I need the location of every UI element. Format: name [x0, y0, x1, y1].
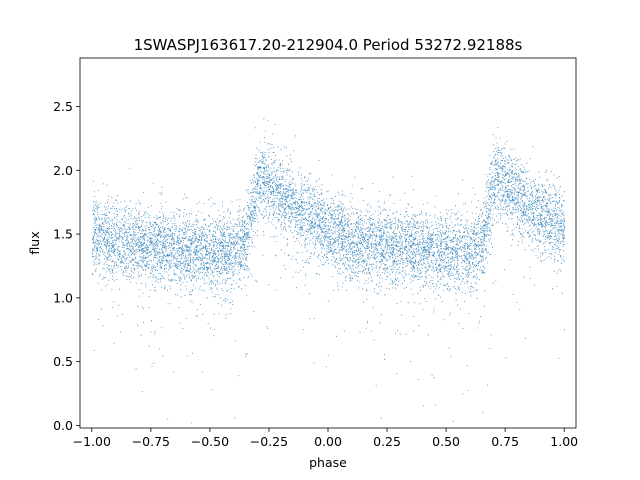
y-tick-label: 2.5	[53, 99, 73, 114]
x-tick-label: 0.50	[432, 434, 460, 449]
x-tick-label: 1.00	[550, 434, 578, 449]
y-tick-label: 2.0	[53, 163, 73, 178]
y-axis-label: flux	[27, 231, 42, 254]
chart-title: 1SWASPJ163617.20-212904.0 Period 53272.9…	[134, 36, 523, 54]
y-tick-label: 1.5	[53, 227, 73, 242]
y-tick-label: 1.0	[53, 290, 73, 305]
x-tick-label: −0.50	[191, 434, 229, 449]
x-tick-label: −0.25	[250, 434, 288, 449]
y-tick-label: 0.0	[53, 418, 73, 433]
y-tick-label: 0.5	[53, 354, 73, 369]
x-tick-label: 0.00	[314, 434, 342, 449]
x-axis: −1.00 −0.75 −0.50 −0.25 0.00 0.25 0.50 0.75 1.00	[73, 428, 578, 449]
x-axis-label: phase	[309, 455, 347, 470]
y-axis: 0.0 0.5 1.0 1.5 2.0 2.5	[53, 99, 80, 433]
data-points	[91, 118, 566, 424]
x-tick-label: 0.25	[373, 434, 401, 449]
x-tick-label: 0.75	[491, 434, 519, 449]
x-tick-label: −1.00	[73, 434, 111, 449]
scatter-points	[91, 118, 566, 424]
x-tick-label: −0.75	[132, 434, 170, 449]
